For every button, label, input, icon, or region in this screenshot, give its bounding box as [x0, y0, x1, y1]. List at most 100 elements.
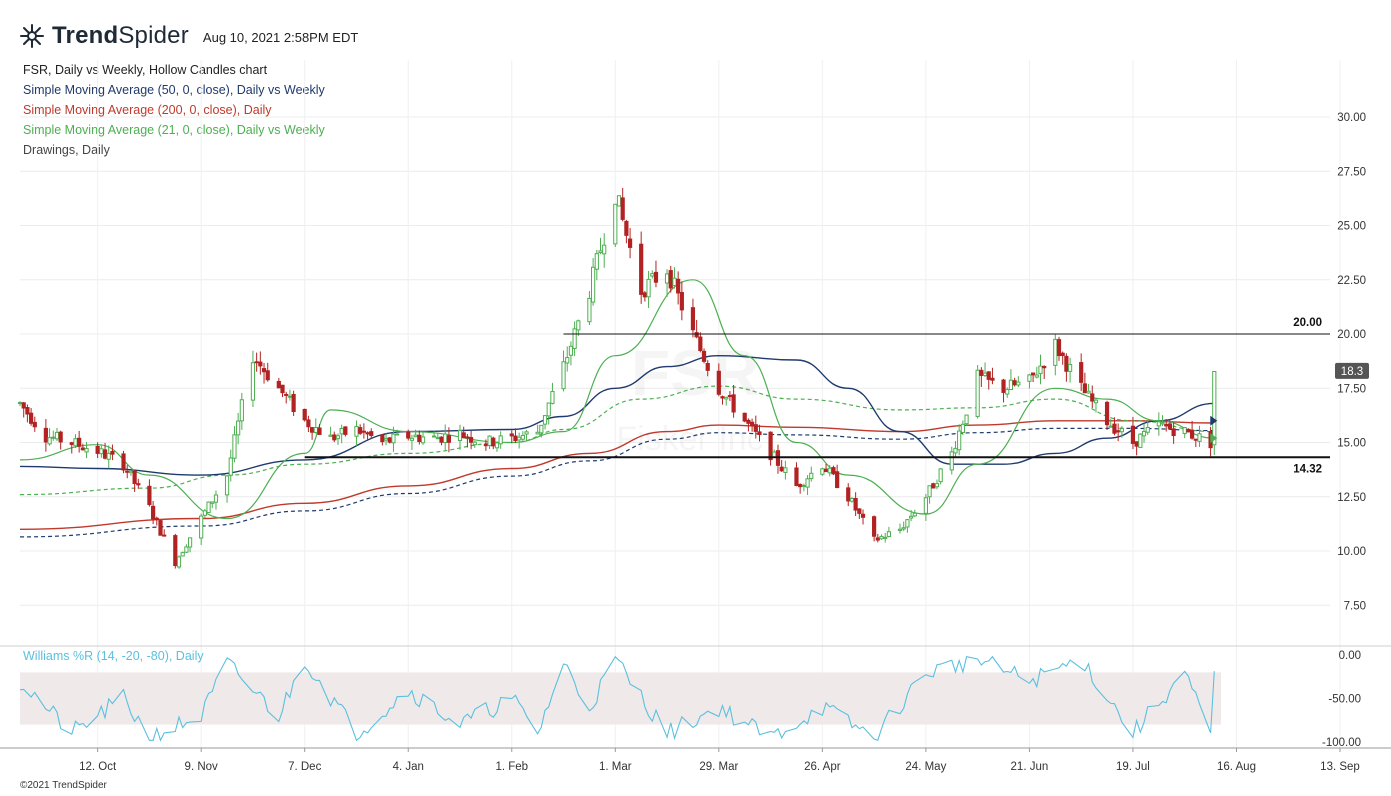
candle-body	[927, 485, 932, 498]
candle-body	[820, 468, 825, 475]
candle-body	[953, 447, 958, 454]
time-tick-label: 26. Apr	[804, 761, 841, 773]
horizontal-lines[interactable]: 20.00 14.32	[304, 317, 1330, 475]
time-tick-label: 12. Oct	[79, 761, 117, 773]
candle-body	[132, 470, 137, 484]
price-axis[interactable]: 30.00 27.50 25.00 22.50 20.00 17.50 15.00 12.50…	[1337, 112, 1366, 612]
candle-body	[457, 429, 463, 442]
candle-body	[417, 434, 422, 442]
time-tick-label: 9. Nov	[185, 761, 218, 773]
candle-body	[17, 402, 23, 405]
candle-body	[47, 437, 52, 445]
williams-tick-label: -50.00	[1328, 694, 1361, 706]
candle-body	[261, 368, 267, 373]
candle-body	[664, 273, 670, 284]
candle-body	[391, 433, 396, 444]
candle-body	[520, 434, 525, 440]
candle-body	[724, 396, 729, 400]
candle-body	[513, 435, 518, 442]
candle-body	[1086, 390, 1091, 394]
candle-body	[1116, 430, 1121, 433]
candle-body	[1090, 393, 1095, 402]
candle-body	[949, 451, 954, 471]
candle-body	[1042, 365, 1047, 369]
candle-body	[572, 328, 577, 349]
candle-body	[250, 362, 256, 401]
oscillator-label[interactable]: Williams %R (14, -20, -80), Daily	[23, 649, 204, 663]
candle-body	[151, 505, 156, 520]
candles	[17, 187, 1217, 569]
candle-body	[468, 437, 474, 443]
candle-body	[1138, 433, 1143, 448]
candle-body	[21, 402, 26, 409]
legend-sma200[interactable]: Simple Moving Average (200, 0, close), D…	[23, 103, 272, 117]
candle-body	[1212, 370, 1217, 446]
candle-body	[1130, 425, 1136, 444]
candle-body	[339, 427, 344, 435]
price-tick-label: 30.00	[1337, 112, 1366, 124]
candle-body	[25, 407, 30, 415]
candle-body	[176, 556, 182, 568]
candle-body	[805, 478, 810, 488]
legend-drawings[interactable]: Drawings, Daily	[23, 143, 110, 157]
candle-body	[317, 427, 322, 435]
candle-body	[576, 320, 581, 331]
candle-body	[358, 427, 363, 434]
candle-body	[206, 501, 211, 513]
candle-body	[960, 423, 965, 433]
candle-body	[872, 516, 877, 537]
sma-weekly-green-dashed	[19, 385, 1215, 496]
candle-body	[846, 487, 851, 502]
candle-body	[276, 380, 281, 389]
candle-body	[509, 433, 514, 437]
legend-series-title[interactable]: FSR, Daily vs Weekly, Hollow Candles cha…	[23, 63, 268, 77]
candle-body	[1145, 426, 1150, 433]
candle-body	[498, 435, 503, 445]
support-label: 14.32	[1293, 463, 1322, 475]
legend-sma50[interactable]: Simple Moving Average (50, 0, close), Da…	[23, 83, 325, 97]
candle-body	[84, 448, 89, 453]
candle-body	[335, 435, 341, 440]
candle-body	[439, 436, 444, 443]
candle-body	[180, 552, 185, 557]
candle-body	[491, 437, 496, 447]
candle-body	[853, 497, 858, 511]
candle-body	[102, 449, 108, 459]
candle-body	[768, 431, 773, 461]
candle-body	[705, 362, 710, 371]
candle-body	[964, 414, 969, 425]
candle-body	[187, 537, 193, 548]
price-tick-label: 20.00	[1337, 329, 1366, 341]
candle-body	[173, 535, 178, 567]
candle-body	[254, 361, 259, 364]
candle-body	[550, 390, 555, 404]
candle-body	[361, 430, 366, 433]
candle-body	[1197, 433, 1202, 442]
time-tick-label: 29. Mar	[699, 761, 738, 773]
candle-body	[213, 494, 219, 503]
candle-body	[783, 467, 788, 473]
time-tick-label: 21. Jun	[1011, 761, 1049, 773]
candle-body	[1093, 399, 1099, 404]
price-tick-label: 25.00	[1337, 221, 1366, 233]
candle-body	[158, 520, 163, 536]
sma50-end-marker	[1210, 415, 1218, 426]
time-tick-label: 7. Dec	[288, 761, 321, 773]
candle-body	[154, 517, 159, 520]
time-axis[interactable]: 12. Oct 9. Nov 7. Dec 4. Jan 1. Feb 1. Mar 29.…	[79, 748, 1360, 773]
candle-body	[1064, 355, 1069, 372]
candle-body	[313, 427, 318, 433]
candle-body	[95, 445, 100, 454]
legend-sma21[interactable]: Simple Moving Average (21, 0, close), Da…	[23, 123, 325, 137]
candle-body	[354, 425, 359, 437]
candle-body	[461, 432, 466, 439]
candle-body	[121, 453, 126, 471]
candle-body	[676, 278, 681, 294]
candle-body	[720, 396, 725, 399]
candle-body	[284, 393, 289, 396]
candle-body	[1056, 339, 1062, 357]
candle-body	[979, 369, 984, 376]
candle-body	[613, 203, 618, 245]
candle-body	[380, 434, 385, 443]
